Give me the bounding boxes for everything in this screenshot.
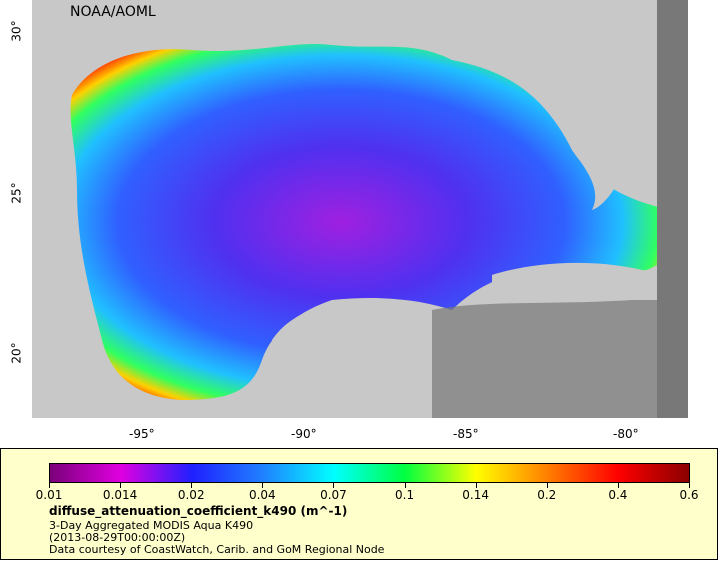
colorbar-label: 0.01	[35, 488, 63, 502]
colorbar-tick	[689, 483, 690, 488]
k490-map	[32, 0, 688, 418]
colorbar-tick	[546, 483, 548, 488]
colorbar-label: 0.07	[320, 488, 347, 502]
florida-land	[570, 40, 652, 210]
data-courtesy: Data courtesy of CoastWatch, Carib. and …	[49, 543, 385, 556]
colorbar-tick	[617, 483, 619, 488]
colorbar-label: 0.1	[395, 488, 415, 502]
colorbar-label: 0.6	[679, 488, 699, 502]
colorbar-label: 0.2	[537, 488, 557, 502]
y-tick-label: 20°	[9, 342, 24, 364]
colorbar-label: 0.014	[102, 488, 138, 502]
yucatan-land	[262, 300, 442, 418]
time-stamp: (2013-08-29T00:00:00Z)	[49, 531, 186, 544]
x-tick-label: -85°	[453, 427, 479, 441]
map-panel[interactable]: NOAA/AOML	[32, 0, 688, 418]
colorbar-tick	[333, 483, 335, 488]
colorbar-label: 0.02	[177, 488, 205, 502]
colorbar	[49, 463, 690, 483]
colorbar-tick	[404, 483, 406, 488]
dataset-description: 3-Day Aggregated MODIS Aqua K490	[49, 519, 254, 532]
nodata-caribbean	[432, 300, 657, 418]
credit-label: NOAA/AOML	[70, 4, 156, 20]
colorbar-tick	[120, 483, 122, 488]
x-tick-label: -95°	[129, 427, 155, 441]
colorbar-tick	[475, 483, 477, 488]
variable-name: diffuse_attenuation_coefficient_k490 (m^…	[49, 504, 348, 518]
colorbar-tick	[191, 483, 193, 488]
colorbar-tick	[262, 483, 264, 488]
y-tick-label: 30°	[9, 20, 24, 42]
gulf-water	[70, 43, 673, 400]
colorbar-label: 0.4	[608, 488, 628, 502]
legend-panel: 0.01 0.014 0.02 0.04 0.07 0.1 0.14 0.2 0.4 0.6 di…	[0, 448, 718, 560]
x-tick-label: -80°	[613, 427, 639, 441]
colorbar-label: 0.04	[248, 488, 276, 502]
colorbar-label: 0.14	[462, 488, 490, 502]
cuba-land	[492, 262, 672, 294]
colorbar-tick	[49, 483, 50, 488]
x-tick-label: -90°	[291, 427, 317, 441]
nodata-band	[657, 0, 688, 418]
y-tick-label: 25°	[9, 182, 24, 204]
